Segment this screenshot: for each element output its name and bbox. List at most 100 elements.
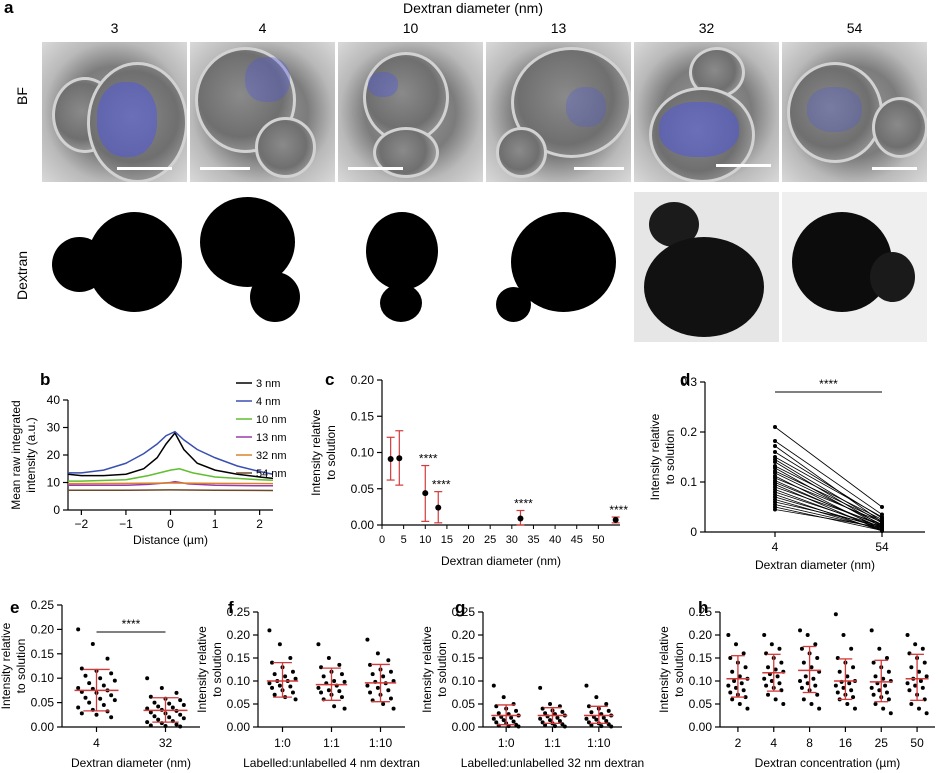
data-point [543,723,548,728]
data-point [584,716,589,721]
data-point [555,715,560,720]
data-point [319,665,324,670]
scale-bar [348,167,403,170]
data-point [766,692,771,697]
bf-micrograph-54nm [782,42,927,182]
dextran-micrograph-13nm [486,192,631,342]
data-point [494,720,499,725]
x-tick-label: 25 [875,736,889,750]
column-label: 10 [402,20,419,36]
data-point [538,685,543,690]
y-tick-label: 40 [47,393,61,407]
dextran-micrograph-54nm [782,192,927,342]
legend-entry: 13 nm [256,432,287,444]
data-point [606,708,611,713]
data-point [387,456,394,463]
data-point [773,466,777,470]
data-point [905,681,910,686]
y-tick-label: 0.10 [227,674,251,688]
paired-line [774,501,883,527]
x-tick-label: 25 [484,534,496,546]
data-point [769,679,774,683]
data-point [79,711,84,716]
data-point [798,679,803,683]
data-point [849,688,854,693]
data-point [290,690,295,695]
data-point [815,692,820,697]
paired-line [774,440,883,515]
legend-entry: 4 nm [256,396,280,408]
data-point [880,525,884,530]
data-point [612,516,619,523]
data-point [813,642,818,647]
y-tick-label: 20 [47,448,61,462]
panel-letter: e [10,598,19,617]
data-point [833,612,838,617]
x-tick-label: 1:1 [544,736,561,750]
data-point [773,425,777,429]
panel-h: h 0.00 0.05 0.10 0.15 0.20 0.25 2 4 8 16 25 50 Dextra… [657,598,935,770]
paired-line [774,456,883,518]
scale-bar [117,167,172,170]
data-point [594,695,599,700]
data-point [148,710,153,715]
data-point [342,679,347,684]
data-point [837,669,842,674]
y-axis-label: to solution [663,430,677,485]
significance-label: **** [419,452,438,466]
data-point [511,719,516,724]
data-point [283,674,288,679]
paired-line [774,426,883,508]
data-point [435,504,442,511]
column-label: 13 [550,20,567,36]
data-point [290,669,295,674]
x-tick-label: 54 [875,540,889,554]
bf-micrograph-3nm [42,42,187,182]
data-point [422,490,429,497]
x-tick-label: 1:10 [587,736,611,750]
data-point [83,695,88,700]
data-point [773,460,777,464]
y-tick-label: 0.05 [452,697,476,711]
data-point [516,724,521,729]
data-point [562,724,567,729]
data-point [734,642,739,647]
data-point [342,706,347,711]
x-tick-label: 50 [592,534,604,546]
data-point [809,702,814,706]
data-point [109,671,114,676]
data-point [337,689,342,694]
legend-entry: 3 nm [256,378,280,390]
data-point [852,706,857,711]
x-axis-label: Dextran concentration (µm) [755,756,901,770]
data-point [589,710,594,715]
data-point [391,679,396,683]
data-point [109,693,114,698]
data-point [316,642,321,647]
paired-line [774,472,883,525]
data-point [368,690,373,695]
panel-b: b 0 10 20 30 40 −2 −1 0 1 2 Distance (µm) Mean raw i… [9,370,287,547]
x-tick-label: 0 [379,534,385,546]
data-point [805,681,810,686]
x-tick-label: 10 [419,534,431,546]
data-point [501,718,506,723]
data-point [170,705,175,710]
y-tick-label: 0.00 [689,720,713,734]
panel-letter: f [228,598,234,617]
data-point [267,681,272,686]
significance-label: **** [819,377,838,391]
data-point [109,715,114,720]
data-point [781,702,786,706]
series-line [68,467,274,482]
data-point [880,528,884,533]
data-point [869,628,874,633]
data-point [743,665,748,670]
paired-line [774,445,883,523]
panel-letter: h [698,598,708,617]
data-point [907,688,912,693]
data-point [381,674,386,679]
paired-line [774,465,883,520]
data-point [773,507,777,512]
